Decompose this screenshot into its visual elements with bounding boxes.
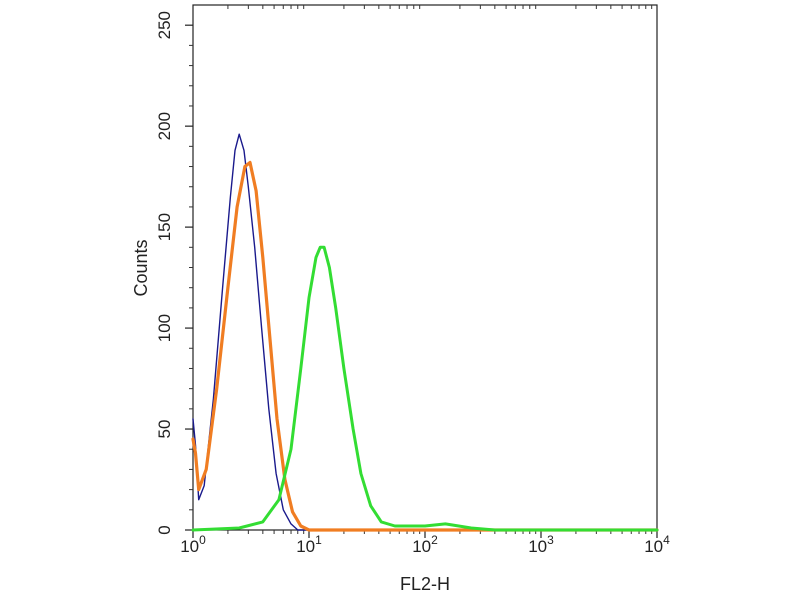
x-tick-base: 10 [180, 537, 199, 556]
histogram-series-antibody [191, 245, 659, 532]
histogram-series-isotype [191, 160, 659, 532]
x-tick-exponent: 2 [431, 533, 438, 547]
y-tick-label: 150 [155, 213, 174, 241]
x-minor-ticks [227, 5, 653, 534]
y-tick-label: 100 [155, 314, 174, 342]
x-tick-exponent: 0 [199, 533, 206, 547]
x-tick-base: 10 [296, 537, 315, 556]
series-layer [191, 133, 659, 532]
x-axis-ticks: 100 101 102 103 104 [180, 530, 670, 556]
x-tick-label: 103 [528, 533, 554, 556]
x-tick-label: 100 [180, 533, 206, 556]
y-tick-label: 0 [155, 525, 174, 534]
x-tick-base: 10 [412, 537, 431, 556]
x-tick-exponent: 4 [663, 533, 670, 547]
x-tick-label: 102 [412, 533, 438, 556]
histogram-series-control [192, 133, 658, 531]
x-tick-base: 10 [644, 537, 663, 556]
y-minor-ticks [189, 44, 193, 511]
y-tick-label: 250 [155, 11, 174, 39]
y-axis-ticks: 0 50 100 150 200 250 [155, 11, 193, 535]
x-tick-base: 10 [528, 537, 547, 556]
y-tick-label: 50 [155, 420, 174, 439]
x-axis-title: FL2-H [400, 574, 450, 594]
x-tick-label: 104 [644, 533, 670, 556]
y-tick-label: 200 [155, 112, 174, 140]
x-tick-label: 101 [296, 533, 322, 556]
x-tick-exponent: 1 [315, 533, 322, 547]
y-axis-title: Counts [131, 239, 151, 296]
x-tick-exponent: 3 [547, 533, 554, 547]
